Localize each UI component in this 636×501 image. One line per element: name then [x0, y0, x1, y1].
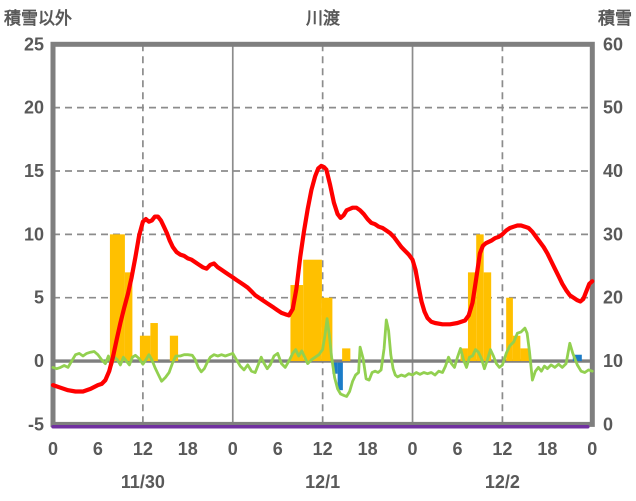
- precipitation-bar: [460, 348, 468, 362]
- right-axis-tick-label: 0: [603, 414, 613, 434]
- precipitation-bar: [512, 335, 521, 362]
- right-axis-tick-label: 30: [603, 224, 623, 244]
- precipitation-bar: [139, 335, 151, 362]
- right-axis-title: 積雪: [598, 9, 632, 28]
- right-axis-tick-label: 40: [603, 161, 623, 181]
- blue-precipitation-bar: [337, 362, 343, 391]
- left-axis-tick-label: 10: [24, 224, 44, 244]
- right-axis-tick-label: 60: [603, 34, 623, 54]
- date-label: 12/1: [305, 472, 340, 492]
- date-label: 12/2: [485, 472, 520, 492]
- temperature-line: [50, 163, 595, 394]
- hour-tick-label: 0: [48, 439, 58, 459]
- precipitation-bar: [506, 297, 513, 362]
- blue-precipitation-bar: [332, 362, 338, 374]
- hour-tick-label: 0: [408, 439, 418, 459]
- chart-frame: [50, 41, 595, 427]
- left-axis-tick-label: 25: [24, 34, 44, 54]
- left-axis-tick-label: 5: [34, 288, 44, 308]
- green-indicator-line: [51, 317, 594, 398]
- right-axis-tick-label: 20: [603, 288, 623, 308]
- hour-tick-label: 6: [93, 439, 103, 459]
- hour-tick-label: 12: [313, 439, 333, 459]
- precipitation-bar: [109, 234, 125, 362]
- hour-tick-label: 18: [358, 439, 378, 459]
- precipitation-bar: [169, 335, 179, 362]
- left-axis-tick-label: 20: [24, 98, 44, 118]
- precipitation-bar: [467, 272, 477, 362]
- left-axis-tick-label: 0: [34, 351, 44, 371]
- precipitation-bar: [483, 272, 492, 362]
- precipitation-bar: [124, 272, 133, 362]
- precipitation-bar: [342, 348, 351, 362]
- right-axis-tick-label: 10: [603, 351, 623, 371]
- hour-tick-label: 18: [537, 439, 557, 459]
- precipitation-bar: [476, 234, 484, 362]
- precipitation-bar: [520, 348, 530, 362]
- precipitation-bar: [303, 259, 322, 362]
- hour-tick-label: 12: [492, 439, 512, 459]
- left-axis-title: 積雪以外: [4, 9, 72, 28]
- hour-tick-label: 6: [452, 439, 462, 459]
- left-axis-tick-label: 15: [24, 161, 44, 181]
- hour-tick-label: 12: [133, 439, 153, 459]
- right-axis-tick-label: 50: [603, 98, 623, 118]
- hour-tick-label: 18: [178, 439, 198, 459]
- hour-tick-label: 0: [228, 439, 238, 459]
- chart-title: 川渡: [306, 9, 340, 28]
- hour-tick-label: 6: [273, 439, 283, 459]
- date-label: 11/30: [121, 472, 165, 492]
- left-axis-tick-label: -5: [28, 414, 44, 434]
- precipitation-bar: [150, 323, 158, 362]
- hour-tick-label: 0: [587, 439, 597, 459]
- blue-precipitation-bar: [572, 354, 582, 362]
